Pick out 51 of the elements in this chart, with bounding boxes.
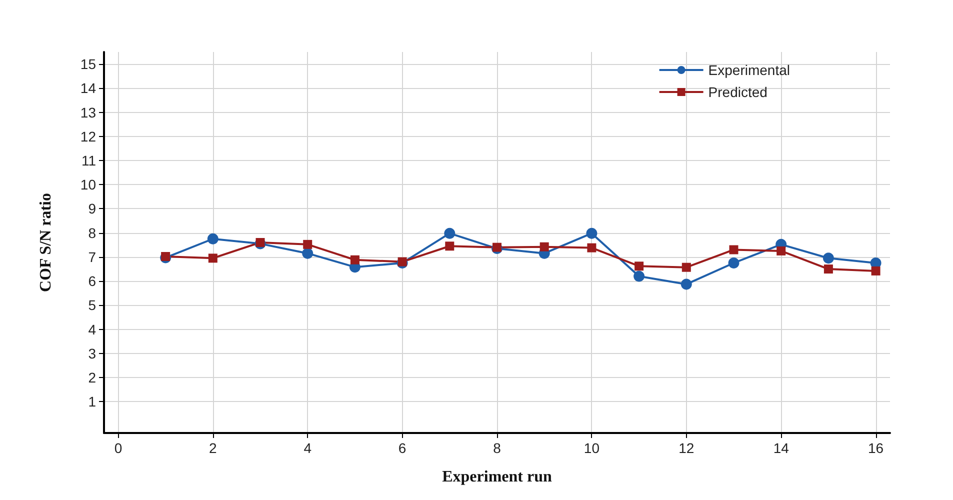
y-tick-label: 2 (88, 370, 96, 386)
point (444, 228, 456, 239)
y-axis-title: COF S/N ratio (38, 193, 54, 292)
x-tick-label: 0 (114, 440, 122, 456)
y-tick-label: 5 (88, 297, 96, 314)
point (540, 242, 549, 252)
point (492, 242, 502, 252)
x-tick-label: 4 (304, 440, 312, 456)
x-tick-label: 10 (584, 440, 600, 456)
x-tick-label: 14 (773, 440, 790, 456)
y-tick-label: 10 (80, 176, 96, 193)
point (445, 242, 454, 251)
y-tick-label: 11 (81, 152, 96, 169)
point (350, 255, 360, 264)
point (680, 278, 692, 290)
point (634, 270, 645, 282)
x-tick-label: 6 (398, 440, 406, 456)
x-tick-label: 2 (209, 440, 218, 456)
point (824, 264, 833, 274)
point (302, 248, 314, 259)
point (256, 238, 265, 247)
x-tick-label: 8 (493, 440, 502, 456)
x-axis-title: Experiment run (442, 468, 552, 486)
y-tick-label: 6 (88, 273, 96, 290)
y-tick-label: 4 (88, 321, 96, 338)
point (729, 245, 738, 254)
point (207, 233, 218, 244)
point (682, 262, 691, 272)
y-tick-label: 7 (88, 248, 96, 265)
y-tick-label: 1 (88, 394, 96, 410)
legend-label: Experimental (708, 62, 790, 78)
point (776, 246, 786, 256)
point (871, 266, 880, 276)
y-tick-label: 8 (88, 224, 96, 241)
y-tick-label: 3 (88, 345, 96, 362)
x-tick-label: 16 (868, 440, 884, 456)
x-tick-label: 12 (678, 440, 694, 456)
point (634, 262, 644, 271)
point (303, 240, 312, 249)
point (208, 254, 218, 263)
y-tick-label: 9 (88, 200, 96, 217)
point (586, 228, 598, 239)
y-tick-label: 12 (80, 128, 96, 144)
point (161, 252, 170, 261)
legend-label: Predicted (708, 84, 768, 100)
point (587, 243, 596, 252)
point (728, 258, 740, 268)
y-tick-label: 14 (80, 80, 96, 96)
y-tick-label: 15 (80, 56, 96, 72)
y-tick-label: 13 (80, 104, 96, 120)
point (822, 252, 834, 264)
